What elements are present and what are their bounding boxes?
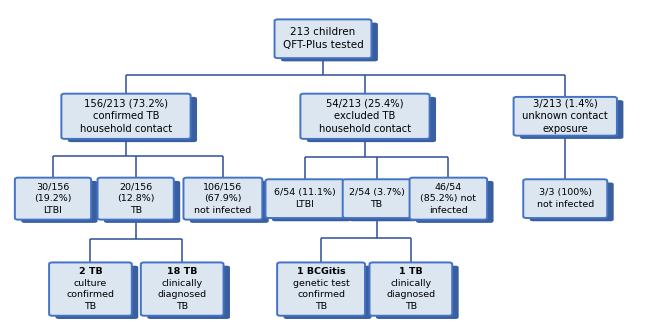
FancyBboxPatch shape bbox=[141, 262, 224, 316]
Text: 30/156
(19.2%)
LTBI: 30/156 (19.2%) LTBI bbox=[34, 183, 72, 214]
FancyBboxPatch shape bbox=[300, 94, 430, 139]
Text: 6/54 (11.1%)
LTBI: 6/54 (11.1%) LTBI bbox=[274, 188, 336, 209]
FancyBboxPatch shape bbox=[277, 262, 365, 316]
FancyBboxPatch shape bbox=[56, 266, 138, 319]
Text: 2 TB: 2 TB bbox=[79, 267, 102, 276]
FancyBboxPatch shape bbox=[104, 181, 180, 223]
Text: 156/213 (73.2%)
confirmed TB
household contact: 156/213 (73.2%) confirmed TB household c… bbox=[80, 99, 172, 134]
FancyBboxPatch shape bbox=[514, 97, 617, 136]
FancyBboxPatch shape bbox=[266, 179, 344, 218]
FancyBboxPatch shape bbox=[190, 181, 269, 223]
FancyBboxPatch shape bbox=[376, 266, 459, 319]
FancyBboxPatch shape bbox=[98, 178, 174, 220]
Text: diagnosed: diagnosed bbox=[158, 290, 207, 299]
FancyBboxPatch shape bbox=[530, 182, 614, 221]
Text: 106/156
(67.9%)
not infected: 106/156 (67.9%) not infected bbox=[194, 183, 251, 214]
FancyBboxPatch shape bbox=[49, 262, 132, 316]
FancyBboxPatch shape bbox=[342, 179, 411, 218]
Text: 54/213 (25.4%)
excluded TB
household contact: 54/213 (25.4%) excluded TB household con… bbox=[319, 99, 411, 134]
Text: 1 TB: 1 TB bbox=[399, 267, 422, 276]
Text: clinically: clinically bbox=[390, 279, 432, 288]
FancyBboxPatch shape bbox=[68, 97, 197, 142]
FancyBboxPatch shape bbox=[147, 266, 230, 319]
FancyBboxPatch shape bbox=[349, 182, 417, 221]
FancyBboxPatch shape bbox=[410, 178, 487, 220]
Text: 3/213 (1.4%)
unknown contact
exposure: 3/213 (1.4%) unknown contact exposure bbox=[523, 99, 608, 134]
Text: 18 TB: 18 TB bbox=[167, 267, 198, 276]
FancyBboxPatch shape bbox=[370, 262, 452, 316]
FancyBboxPatch shape bbox=[183, 178, 262, 220]
Text: 2/54 (3.7%)
TB: 2/54 (3.7%) TB bbox=[349, 188, 404, 209]
FancyBboxPatch shape bbox=[284, 266, 371, 319]
Text: 3/3 (100%)
not infected: 3/3 (100%) not infected bbox=[537, 188, 594, 209]
Text: genetic test: genetic test bbox=[293, 279, 349, 288]
FancyBboxPatch shape bbox=[275, 19, 371, 58]
Text: TB: TB bbox=[85, 302, 96, 311]
Text: TB: TB bbox=[405, 302, 417, 311]
FancyBboxPatch shape bbox=[307, 97, 436, 142]
FancyBboxPatch shape bbox=[272, 182, 351, 221]
Text: 213 children
QFT-Plus tested: 213 children QFT-Plus tested bbox=[283, 27, 363, 50]
Text: diagnosed: diagnosed bbox=[386, 290, 435, 299]
Text: 20/156
(12.8%)
TB: 20/156 (12.8%) TB bbox=[117, 183, 154, 214]
Text: confirmed: confirmed bbox=[67, 290, 114, 299]
Text: clinically: clinically bbox=[162, 279, 203, 288]
FancyBboxPatch shape bbox=[520, 100, 623, 139]
FancyBboxPatch shape bbox=[15, 178, 91, 220]
Text: TB: TB bbox=[176, 302, 188, 311]
FancyBboxPatch shape bbox=[416, 181, 494, 223]
FancyBboxPatch shape bbox=[281, 23, 378, 61]
FancyBboxPatch shape bbox=[21, 181, 98, 223]
Text: TB: TB bbox=[315, 302, 327, 311]
FancyBboxPatch shape bbox=[61, 94, 191, 139]
Text: 46/54
(85.2%) not
infected: 46/54 (85.2%) not infected bbox=[421, 183, 476, 214]
Text: confirmed: confirmed bbox=[297, 290, 345, 299]
FancyBboxPatch shape bbox=[523, 179, 607, 218]
Text: culture: culture bbox=[74, 279, 107, 288]
Text: 1 BCGitis: 1 BCGitis bbox=[297, 267, 346, 276]
